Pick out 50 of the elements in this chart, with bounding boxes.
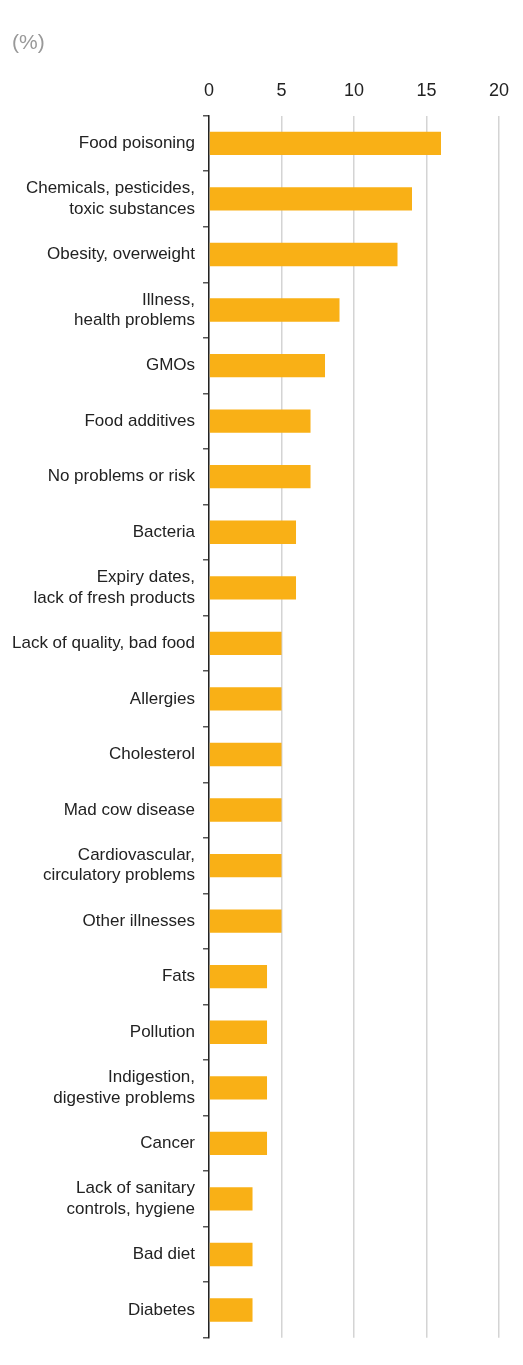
y-tick-label: Lack of sanitary controls, hygiene [66, 1178, 196, 1218]
y-tick-label: Mad cow disease [63, 799, 196, 819]
y-tick-label: Diabetes [127, 1299, 196, 1319]
bar [209, 520, 297, 544]
x-tick-label: 10 [344, 79, 365, 100]
y-tick-label: Illness, health problems [74, 289, 196, 329]
y-tick-label: Pollution [129, 1021, 196, 1041]
y-tick-label: Other illnesses [82, 910, 196, 930]
text: (%) [11, 29, 46, 54]
bar [209, 798, 282, 822]
y-tick-label: Indigestion, digestive problems [53, 1067, 196, 1107]
bar [209, 1298, 253, 1322]
bar [209, 1076, 268, 1100]
bar [209, 298, 340, 322]
bar [209, 1242, 253, 1267]
bar [209, 465, 311, 489]
bar [209, 1187, 253, 1211]
y-tick-label: Cardiovascular, circulatory problems [42, 845, 196, 885]
bar [209, 353, 326, 378]
bar [209, 242, 398, 267]
y-tick-label: Lack of quality, bad food [11, 633, 196, 653]
y-tick-label: Allergies [129, 688, 196, 708]
y-tick-label: No problems or risk [47, 466, 196, 486]
y-tick-label: Food additives [84, 410, 196, 430]
y-tick-label: Chemicals, pesticides, toxic substances [25, 178, 196, 218]
y-tick-label: Expiry dates, lack of fresh products [33, 567, 196, 607]
y-tick-label: GMOs [145, 355, 196, 375]
y-tick-label: Fats [161, 966, 196, 986]
bar [209, 853, 282, 878]
bar [209, 631, 282, 656]
bar [209, 742, 282, 767]
bar [209, 409, 311, 433]
y-tick-label: Bacteria [132, 521, 196, 541]
x-tick-label: 15 [416, 79, 437, 100]
bar [209, 1020, 268, 1044]
bar [209, 187, 412, 211]
bar [209, 576, 297, 600]
y-tick-label: Obesity, overweight [47, 244, 196, 264]
bar [209, 131, 441, 156]
y-tick-label: Cancer [140, 1133, 196, 1153]
x-tick-label: 5 [276, 79, 287, 100]
x-tick-label: 0 [204, 79, 215, 100]
x-tick-label: 20 [488, 79, 509, 100]
bar [209, 687, 282, 711]
bar [209, 909, 282, 933]
y-tick-label: Cholesterol [109, 744, 196, 764]
y-tick-label: Food poisoning [78, 133, 196, 153]
bar [209, 1131, 268, 1156]
bar [209, 965, 268, 989]
y-tick-label: Bad diet [132, 1244, 196, 1264]
